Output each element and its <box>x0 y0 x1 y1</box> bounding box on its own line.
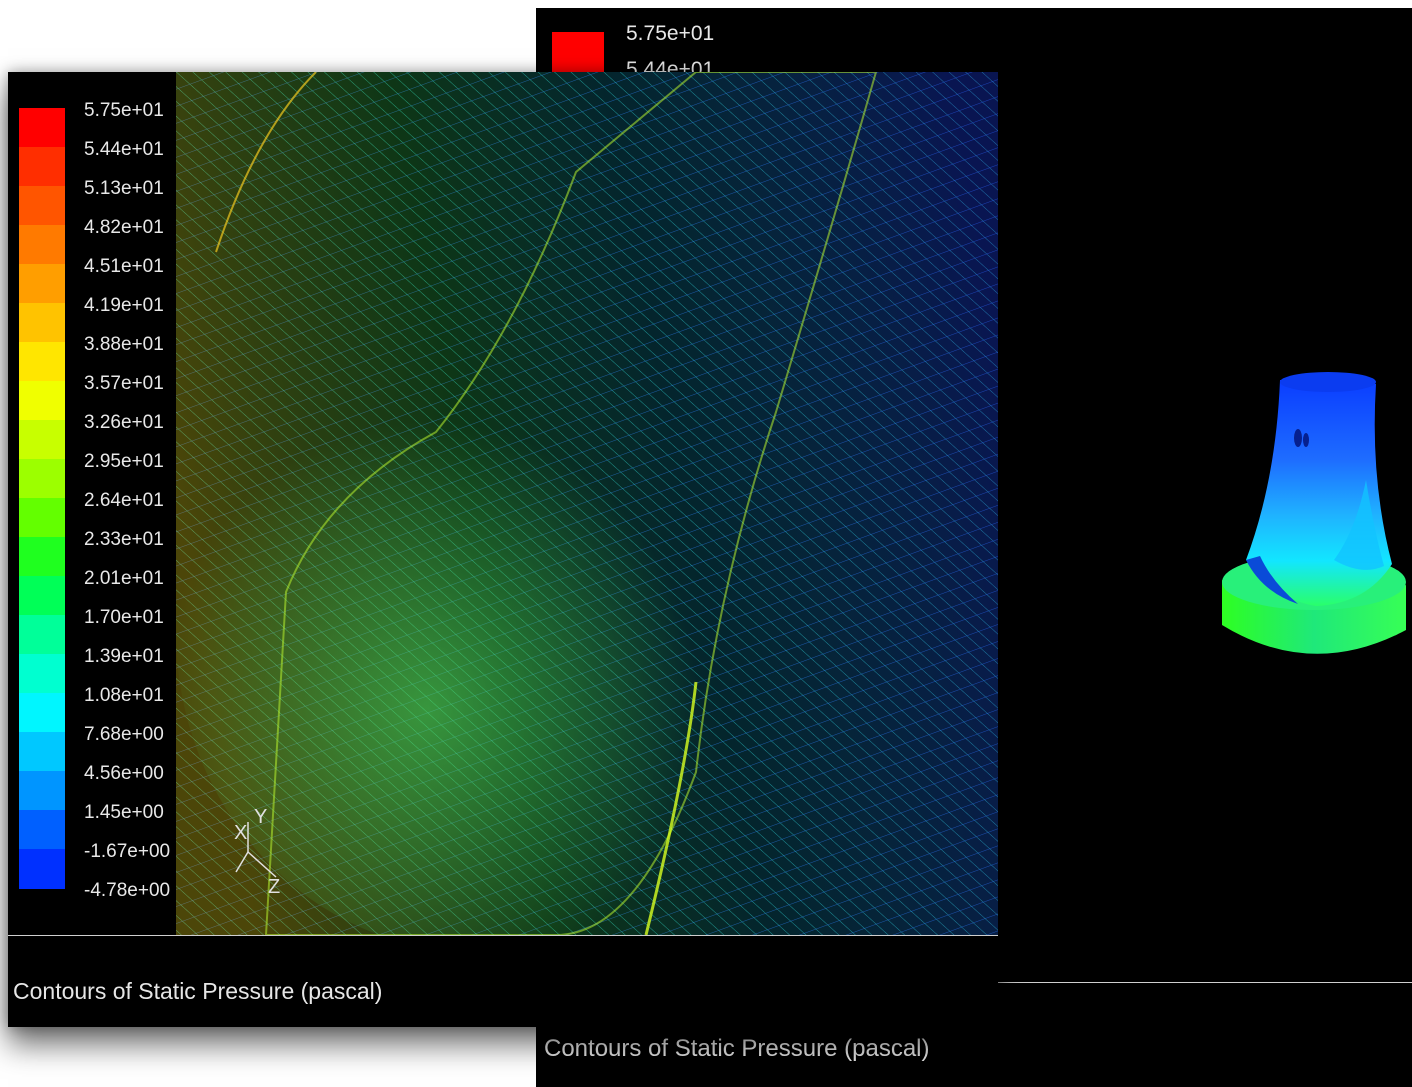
legend-swatch <box>19 342 65 382</box>
axis-triad: X Y Z <box>228 802 298 902</box>
legend-swatch <box>19 732 65 772</box>
legend-value-label: -1.67e+00 <box>84 841 171 862</box>
legend-value-label: 4.19e+01 <box>84 295 164 316</box>
legend-swatch <box>19 654 65 694</box>
legend-value-label: 1.70e+01 <box>84 607 164 628</box>
legend-swatch <box>19 303 65 343</box>
legend-swatch <box>19 147 65 187</box>
legend-swatch <box>19 576 65 616</box>
legend-swatch <box>19 810 65 850</box>
legend-swatch <box>19 771 65 811</box>
legend-value-label: 3.57e+01 <box>84 373 164 394</box>
legend-swatch <box>19 849 65 889</box>
back-caption-separator <box>998 982 1412 983</box>
legend-value-label: 1.39e+01 <box>84 646 164 667</box>
legend-swatch <box>19 225 65 265</box>
solid-top-face <box>1280 372 1376 392</box>
legend-value-label: 1.08e+01 <box>84 685 164 706</box>
legend-value-label: 4.51e+01 <box>84 256 164 277</box>
legend-value-label: 4.82e+01 <box>84 217 164 238</box>
legend-swatch <box>19 498 65 538</box>
legend-swatch <box>19 420 65 460</box>
legend-value-label: 3.26e+01 <box>84 412 164 433</box>
axis-z-label: Z <box>268 876 281 898</box>
legend-value-label: 5.75e+01 <box>84 100 164 121</box>
legend-swatch <box>19 264 65 304</box>
legend-swatch <box>19 459 65 499</box>
back-legend-top-value: 5.75e+01 <box>626 22 715 45</box>
back-caption: Contours of Static Pressure (pascal) <box>544 1035 930 1062</box>
front-caption-separator <box>8 935 998 936</box>
legend-swatch <box>19 186 65 226</box>
solid-dark-spot-2 <box>1303 433 1309 447</box>
legend-value-label: 2.01e+01 <box>84 568 164 589</box>
legend-value-label: -4.78e+00 <box>84 880 171 901</box>
legend-swatch <box>19 615 65 655</box>
solid-streak-2 <box>1334 480 1384 570</box>
front-caption: Contours of Static Pressure (pascal) <box>13 978 383 1004</box>
legend-value-label: 3.88e+01 <box>84 334 164 355</box>
legend-value-label: 2.33e+01 <box>84 529 164 550</box>
legend-swatch <box>19 108 65 148</box>
legend-value-label: 4.56e+00 <box>84 763 164 784</box>
axis-x-label: X <box>234 822 248 844</box>
legend-value-label: 7.68e+00 <box>84 724 164 745</box>
pressure-contour-solid-model <box>1222 372 1406 654</box>
legend-value-label: 5.13e+01 <box>84 178 164 199</box>
front-graphics-window: 5.75e+01 5.44e+01 5.13e+01 4.82e+01 4.51e+01… <box>8 72 998 1027</box>
mesh-highlight-line-2 <box>215 72 317 253</box>
mesh-green-region <box>176 312 776 935</box>
legend-value-label: 2.64e+01 <box>84 490 164 511</box>
legend-value-label: 1.45e+00 <box>84 802 164 823</box>
legend-swatch <box>19 693 65 733</box>
solid-streak <box>1246 556 1298 604</box>
mesh-highlight-line <box>644 681 698 935</box>
pressure-contour-mesh-view <box>176 72 998 935</box>
axis-y-label: Y <box>254 806 268 828</box>
solid-dark-spot <box>1294 429 1302 447</box>
legend-swatch <box>19 381 65 421</box>
pressure-color-legend <box>19 108 65 889</box>
legend-value-label: 2.95e+01 <box>84 451 164 472</box>
legend-swatch <box>19 537 65 577</box>
legend-value-label: 5.44e+01 <box>84 139 164 160</box>
mesh-body-outline <box>264 72 878 935</box>
